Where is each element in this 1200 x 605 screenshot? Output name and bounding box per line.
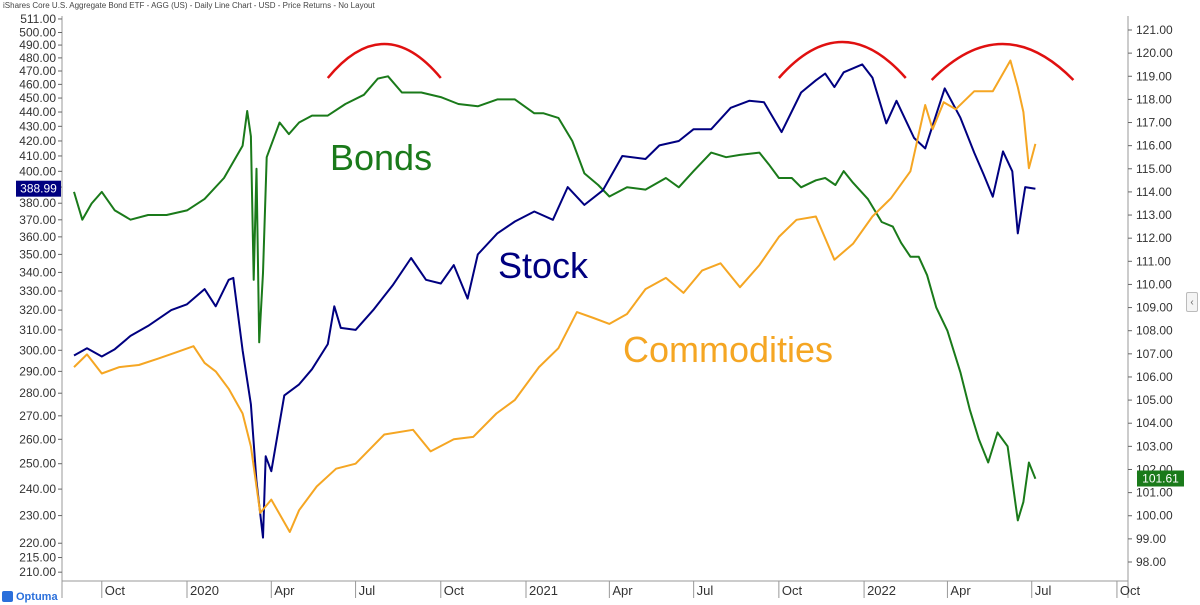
left-tick-label: 290.00: [19, 364, 56, 378]
right-current-value: 101.61: [1142, 471, 1179, 485]
x-tick-label: Oct: [105, 583, 126, 598]
x-tick-label: Oct: [782, 583, 803, 598]
right-tick-label: 109.00: [1136, 301, 1173, 315]
right-tick-label: 108.00: [1136, 324, 1173, 338]
top-highlight-arc: [930, 42, 1075, 81]
right-current-badge: [1137, 470, 1184, 487]
x-tick-label: 2020: [190, 583, 219, 598]
x-tick-label: Apr: [950, 583, 971, 598]
left-tick-label: 490.00: [19, 38, 56, 52]
left-tick-label: 460.00: [19, 77, 56, 91]
right-tick-label: 120.00: [1136, 46, 1173, 60]
left-tick-label: 300.00: [19, 343, 56, 357]
annotation-commodities: Commodities: [623, 329, 833, 370]
chart-title: iShares Core U.S. Aggregate Bond ETF - A…: [3, 1, 375, 10]
series-line-stock: [73, 63, 1036, 539]
right-tick-label: 121.00: [1136, 23, 1173, 37]
x-tick-label: 2022: [867, 583, 896, 598]
left-tick-label: 340.00: [19, 265, 56, 279]
right-tick-label: 110.00: [1136, 277, 1172, 291]
right-tick-label: 99.00: [1136, 532, 1166, 546]
left-tick-label: 360.00: [19, 230, 56, 244]
left-tick-label: 370.00: [19, 213, 56, 227]
left-tick-label: 215.00: [19, 551, 56, 565]
right-tick-label: 117.00: [1136, 116, 1172, 130]
x-tick-label: Jul: [359, 583, 376, 598]
x-tick-label: Oct: [444, 583, 465, 598]
left-tick-label: 230.00: [19, 509, 56, 523]
right-tick-label: 118.00: [1136, 92, 1172, 106]
x-tick-label: Apr: [274, 583, 295, 598]
annotation-bonds: Bonds: [330, 137, 432, 178]
left-tick-label: 260.00: [19, 432, 56, 446]
right-tick-label: 98.00: [1136, 555, 1166, 569]
left-tick-label: 410.00: [19, 149, 56, 163]
series-line-commodities: [73, 59, 1037, 533]
left-tick-label: 420.00: [19, 134, 56, 148]
chevron-left-icon: ‹: [1190, 296, 1194, 308]
optuma-logo-text: Optuma: [16, 590, 58, 603]
left-tick-label: 440.00: [19, 105, 56, 119]
left-tick-label: 220.00: [19, 536, 56, 550]
left-current-badge: [16, 180, 61, 197]
right-tick-label: 115.00: [1136, 162, 1172, 176]
left-tick-label: 320.00: [19, 303, 56, 317]
left-tick-label: 500.00: [19, 26, 56, 40]
left-tick-label: 310.00: [19, 323, 56, 337]
left-tick-label: 480.00: [19, 51, 56, 65]
left-tick-label: 240.00: [19, 482, 56, 496]
top-highlight-arc: [777, 40, 907, 79]
x-tick-label: Jul: [697, 583, 714, 598]
left-tick-label: 430.00: [19, 119, 56, 133]
right-tick-label: 119.00: [1136, 69, 1172, 83]
right-tick-label: 113.00: [1136, 208, 1172, 222]
right-tick-label: 112.00: [1136, 231, 1172, 245]
left-tick-label: 470.00: [19, 64, 56, 78]
series-line-bonds: [73, 75, 1037, 522]
left-tick-label: 511.00: [20, 12, 56, 26]
x-tick-label: Apr: [612, 583, 633, 598]
optuma-logo: Optuma: [2, 589, 62, 604]
right-tick-label: 105.00: [1136, 393, 1173, 407]
right-tick-label: 114.00: [1136, 185, 1172, 199]
left-tick-label: 280.00: [19, 386, 56, 400]
x-tick-label: 2021: [529, 583, 558, 598]
x-tick-label: Jul: [1035, 583, 1052, 598]
left-tick-label: 380.00: [19, 196, 56, 210]
annotation-stock: Stock: [498, 245, 589, 286]
right-tick-label: 100.00: [1136, 509, 1173, 523]
left-tick-label: 330.00: [19, 284, 56, 298]
right-tick-label: 101.00: [1136, 486, 1173, 500]
left-tick-label: 210.00: [19, 565, 56, 579]
optuma-logo-icon: [2, 591, 13, 602]
right-tick-label: 111.00: [1136, 254, 1171, 268]
left-tick-label: 250.00: [19, 457, 56, 471]
left-tick-label: 270.00: [19, 409, 56, 423]
right-tick-label: 103.00: [1136, 439, 1173, 453]
right-tick-label: 107.00: [1136, 347, 1173, 361]
left-current-value: 388.99: [20, 182, 57, 196]
left-tick-label: 350.00: [19, 247, 56, 261]
collapse-panel-button[interactable]: ‹: [1186, 292, 1198, 312]
right-tick-label: 104.00: [1136, 416, 1173, 430]
right-tick-label: 106.00: [1136, 370, 1173, 384]
right-tick-label: 116.00: [1136, 139, 1172, 153]
left-tick-label: 400.00: [19, 164, 56, 178]
left-tick-label: 450.00: [19, 91, 56, 105]
top-highlight-arc: [326, 42, 442, 79]
x-tick-label: Oct: [1120, 583, 1141, 598]
